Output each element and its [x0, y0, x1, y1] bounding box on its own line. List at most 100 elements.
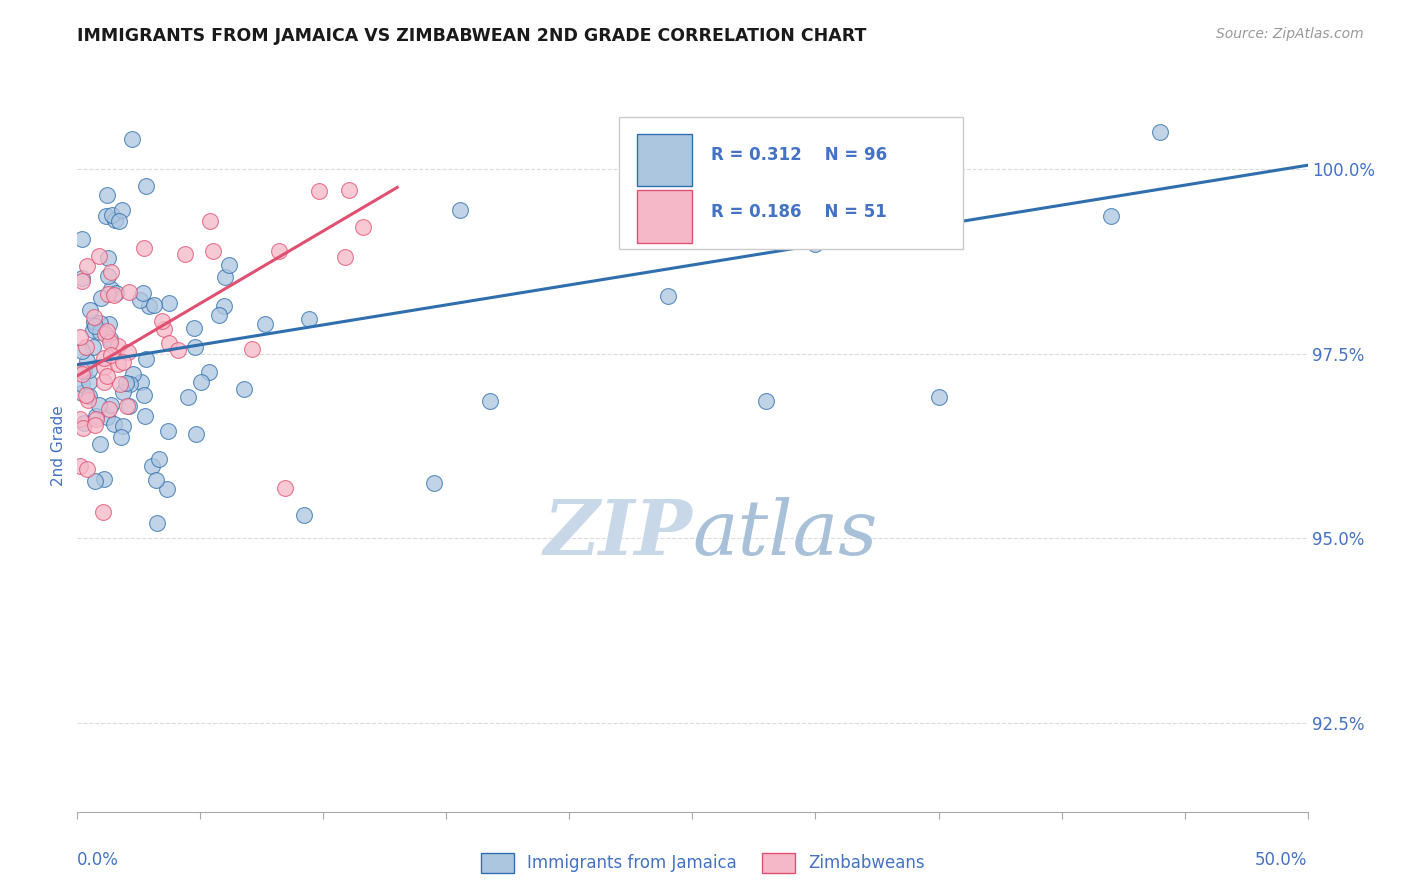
Point [93, 375, 115, 389]
Point [173, 247, 195, 261]
Point [97, 287, 120, 301]
Point [103, 288, 125, 302]
FancyBboxPatch shape [619, 117, 963, 249]
Point [118, 399, 141, 413]
Point [104, 213, 127, 227]
Point [70, 377, 93, 392]
Point [157, 424, 180, 438]
Point [77, 393, 100, 408]
Point [184, 427, 207, 442]
Text: R = 0.312    N = 96: R = 0.312 N = 96 [711, 146, 887, 164]
Point [105, 286, 128, 301]
Point [657, 289, 679, 303]
Point [135, 178, 157, 193]
Point [70, 271, 93, 285]
Point [90, 291, 112, 305]
Point [117, 399, 139, 413]
Point [146, 516, 169, 530]
Point [108, 376, 131, 391]
Point [167, 343, 190, 357]
Text: Source: ZipAtlas.com: Source: ZipAtlas.com [1216, 27, 1364, 41]
Point [100, 282, 122, 296]
Point [134, 409, 156, 423]
Point [98, 317, 121, 331]
Point [478, 394, 501, 409]
Y-axis label: 2nd Grade: 2nd Grade [51, 406, 66, 486]
Point [97, 269, 120, 284]
Point [152, 322, 174, 336]
Point [82, 323, 104, 337]
Text: 50.0%: 50.0% [1256, 851, 1308, 869]
Point [97, 401, 120, 416]
Point [69, 330, 91, 344]
Point [96, 369, 118, 384]
Point [94, 209, 117, 223]
Point [198, 214, 221, 228]
Point [177, 390, 200, 404]
Point [83, 418, 105, 433]
Point [76, 259, 98, 273]
Point [87, 398, 110, 412]
Point [77, 389, 100, 403]
Point [107, 339, 129, 353]
Point [1149, 125, 1171, 139]
Point [100, 208, 122, 222]
Point [298, 311, 321, 326]
Point [423, 475, 446, 490]
Point [352, 220, 374, 235]
Point [292, 508, 315, 523]
Point [107, 357, 129, 371]
Point [70, 232, 93, 246]
Point [183, 321, 205, 335]
Point [93, 351, 115, 365]
Text: ZIP: ZIP [544, 497, 693, 571]
Point [72, 420, 94, 434]
Point [69, 458, 91, 473]
Point [804, 236, 827, 251]
Point [274, 481, 297, 495]
Point [150, 313, 173, 327]
Point [118, 376, 141, 391]
Point [111, 203, 134, 218]
Bar [637, 190, 693, 243]
Point [308, 184, 330, 198]
Point [98, 334, 121, 349]
Text: IMMIGRANTS FROM JAMAICA VS ZIMBABWEAN 2ND GRADE CORRELATION CHART: IMMIGRANTS FROM JAMAICA VS ZIMBABWEAN 2N… [77, 27, 866, 45]
Legend: Immigrants from Jamaica, Zimbabweans: Immigrants from Jamaica, Zimbabweans [474, 847, 932, 880]
Point [100, 265, 122, 279]
Point [93, 327, 115, 342]
Point [156, 482, 179, 496]
Point [141, 458, 163, 473]
Point [79, 302, 101, 317]
Point [96, 409, 118, 424]
Point [114, 376, 136, 391]
Point [76, 354, 98, 368]
Point [76, 462, 98, 476]
Point [111, 385, 134, 400]
Point [96, 324, 118, 338]
Text: atlas: atlas [693, 497, 877, 571]
Point [89, 325, 111, 339]
Point [77, 375, 100, 389]
Point [132, 241, 155, 255]
Point [145, 474, 167, 488]
Point [70, 274, 93, 288]
Point [98, 332, 121, 346]
Point [70, 367, 93, 381]
Point [69, 363, 91, 377]
Point [91, 505, 114, 519]
Point [184, 340, 207, 354]
Point [129, 375, 152, 389]
Point [73, 364, 96, 378]
Point [208, 308, 231, 322]
Point [157, 336, 180, 351]
Point [69, 411, 91, 425]
Point [138, 299, 160, 313]
Point [212, 299, 235, 313]
Point [83, 315, 105, 329]
Point [118, 285, 141, 299]
Point [128, 293, 150, 308]
Point [198, 365, 221, 379]
Point [121, 132, 143, 146]
Point [70, 385, 93, 400]
